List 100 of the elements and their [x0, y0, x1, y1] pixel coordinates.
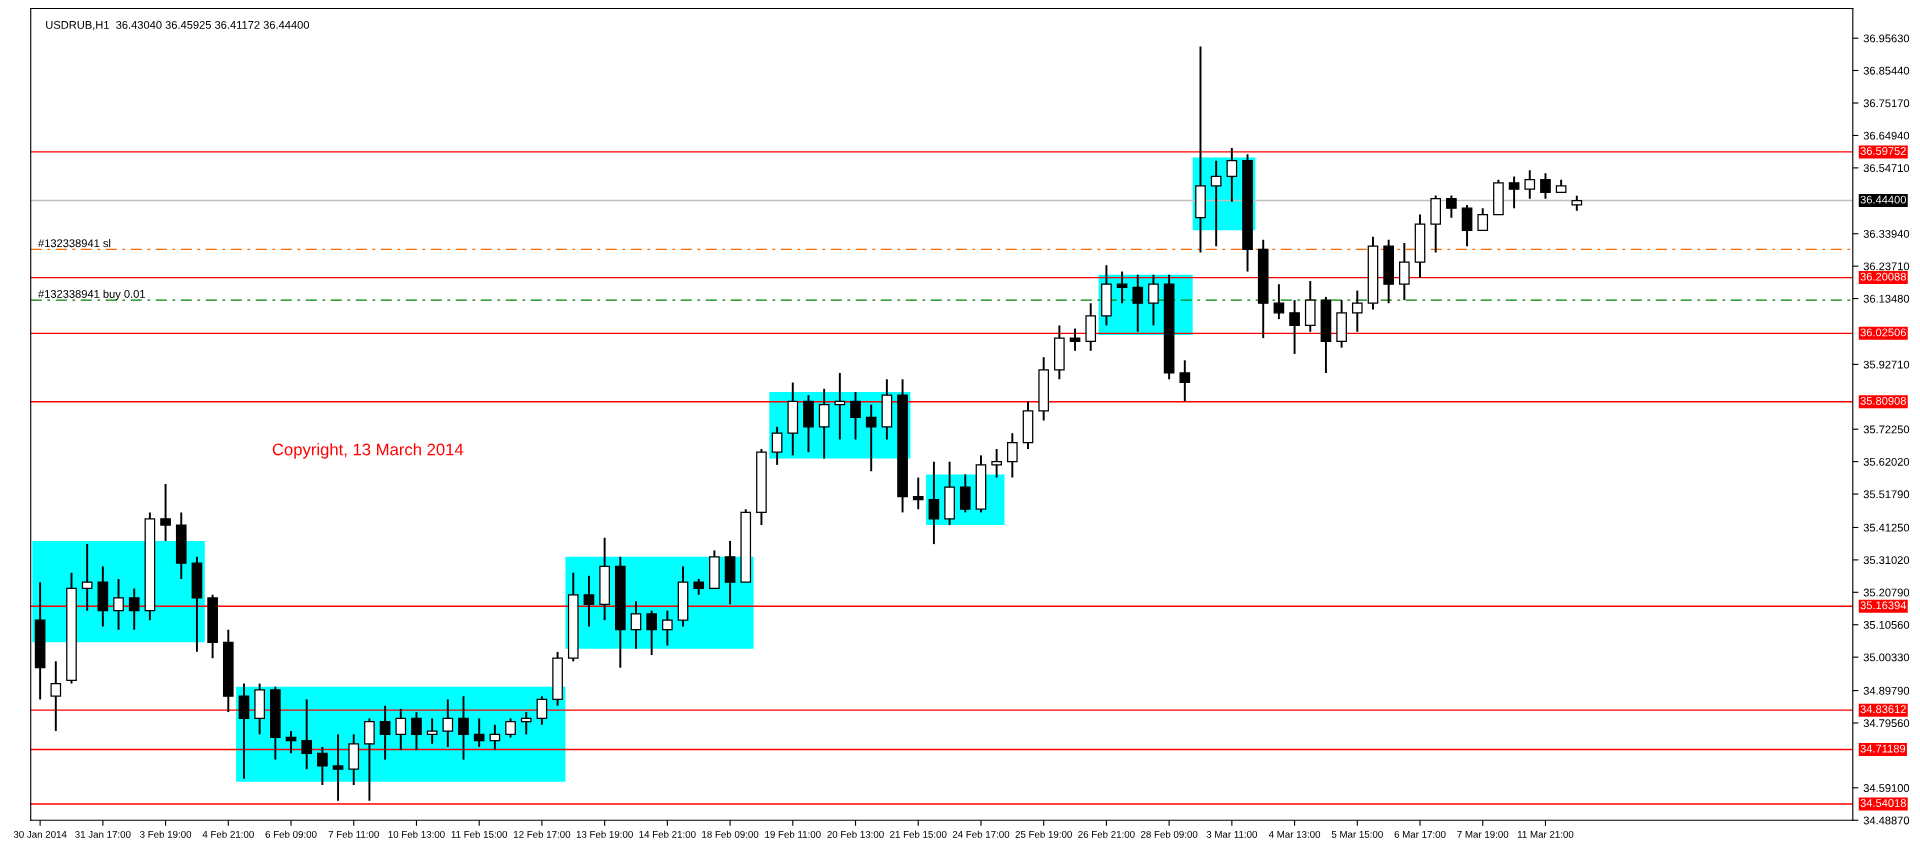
x-tick-label: 11 Mar 21:00 [1517, 830, 1574, 838]
x-tick-label: 4 Mar 13:00 [1268, 830, 1321, 838]
candlestick [1069, 327, 1081, 352]
candlestick [301, 698, 313, 771]
y-tick-label: 36.75170 [1863, 99, 1910, 108]
candlestick [50, 660, 62, 733]
x-tick-label: 6 Feb 09:00 [265, 830, 317, 838]
annotation: Copyright, 13 March 2014 [272, 443, 464, 459]
x-tick-label: 7 Feb 11:00 [328, 830, 379, 838]
x-tick-label: 6 Mar 17:00 [1394, 830, 1446, 838]
candlestick [1524, 169, 1536, 200]
candlestick [379, 704, 391, 761]
candlestick [520, 711, 532, 736]
y-tick-label: 35.51790 [1863, 490, 1910, 499]
candlestick [1477, 207, 1489, 232]
x-tick-label: 3 Feb 19:00 [140, 830, 192, 838]
candlestick [912, 476, 924, 511]
y-tick-label: 35.62020 [1863, 457, 1910, 466]
y-tick-label: 35.41250 [1863, 523, 1910, 532]
candlestick [473, 717, 485, 748]
x-tick-label: 12 Feb 17:00 [514, 830, 571, 838]
candlestick [332, 733, 344, 802]
y-tick-label: 36.13480 [1863, 294, 1910, 303]
candlestick [1399, 242, 1410, 302]
x-tick-label: 19 Feb 11:00 [765, 830, 821, 838]
candlestick [1132, 273, 1144, 333]
x-tick-label: 24 Feb 17:00 [952, 830, 1010, 838]
ref-line-label: 34.71189 [1860, 744, 1906, 753]
candlestick [1540, 172, 1551, 200]
candlestick [113, 578, 124, 631]
x-tick-label: 30 Jan 2014 [13, 830, 67, 838]
candlestick [1461, 204, 1473, 248]
candlestick [865, 403, 877, 473]
y-tick-label: 36.95630 [1863, 34, 1910, 43]
x-tick-label: 5 Mar 15:00 [1331, 830, 1383, 838]
candlestick [646, 609, 657, 656]
ref-line-label: 36.44400 [1860, 195, 1906, 204]
y-tick-label: 34.79560 [1863, 719, 1910, 728]
candlestick [818, 387, 830, 460]
candlestick [1351, 289, 1363, 333]
candlestick [364, 717, 375, 802]
x-tick-label: 4 Feb 21:00 [202, 830, 254, 838]
ref-line-label: 36.20088 [1860, 272, 1906, 281]
candlestick [850, 391, 861, 441]
candlestick [583, 574, 595, 628]
ref-line-label: #132338941 buy 0.01 [38, 289, 145, 301]
x-tick-label: 7 Mar 19:00 [1457, 830, 1509, 838]
candlestick [991, 448, 1002, 479]
candlestick [536, 695, 548, 726]
x-tick-label: 28 Feb 09:00 [1140, 830, 1198, 838]
candlestick [442, 698, 454, 748]
y-tick-label: 35.92710 [1863, 360, 1910, 369]
candlestick [959, 473, 971, 514]
y-tick-label: 35.72250 [1863, 425, 1910, 434]
ref-line-label: 35.16394 [1860, 601, 1907, 610]
candlestick [1210, 159, 1222, 248]
ref-line-label: 36.02506 [1860, 328, 1906, 337]
candlestick [395, 707, 407, 752]
y-tick-label: 36.85440 [1863, 66, 1910, 75]
y-tick-label: 36.64940 [1863, 131, 1910, 140]
y-tick-label: 35.20790 [1863, 588, 1910, 597]
ref-line-label: 35.80908 [1860, 396, 1906, 405]
x-tick-label: 10 Feb 13:00 [388, 830, 445, 838]
y-tick-label: 35.00330 [1863, 653, 1910, 662]
candlestick [1179, 359, 1191, 403]
candlestick [771, 425, 783, 466]
candlestick [1289, 299, 1300, 355]
x-tick-label: 18 Feb 09:00 [702, 830, 759, 838]
candlestick [1508, 175, 1520, 210]
candlestick [1148, 273, 1159, 327]
candlestick [426, 717, 438, 745]
candlestick [928, 460, 940, 546]
x-tick-label: 20 Feb 13:00 [827, 830, 884, 838]
x-tick-label: 31 Jan 17:00 [75, 830, 131, 838]
text: USDRUB,H1 36.43040 36.45925 36.41172 36.44400 [46, 20, 310, 31]
candlestick [630, 600, 642, 650]
candlestick [128, 587, 140, 631]
x-tick-label: 11 Feb 15:00 [451, 830, 508, 838]
x-tick-label: 26 Feb 21:00 [1078, 830, 1135, 838]
x-tick-label: 25 Feb 19:00 [1015, 830, 1072, 838]
ref-line-label: 36.59752 [1860, 147, 1906, 155]
y-tick-label: 35.31020 [1863, 556, 1910, 565]
candlestick [317, 745, 328, 786]
x-tick-label: 14 Feb 21:00 [639, 830, 696, 838]
y-tick-label: 35.10560 [1863, 621, 1910, 629]
y-tick-label: 36.54710 [1863, 164, 1910, 173]
ref-line-label: 34.83612 [1860, 705, 1906, 714]
candlestick [505, 717, 516, 739]
y-tick-label: 34.59100 [1863, 784, 1910, 792]
candlestick [458, 695, 469, 761]
x-tick-label: 13 Feb 19:00 [576, 830, 633, 838]
x-tick-label: 21 Feb 15:00 [890, 830, 947, 838]
candlestick [160, 482, 171, 542]
candlestick [1446, 194, 1457, 219]
candlestick [1226, 146, 1238, 203]
candlestick [662, 609, 673, 647]
y-tick-label: 36.23710 [1863, 262, 1910, 271]
y-tick-label: 34.48870 [1863, 816, 1910, 825]
y-tick-label: 36.33940 [1863, 229, 1910, 238]
candlestick [411, 711, 422, 752]
